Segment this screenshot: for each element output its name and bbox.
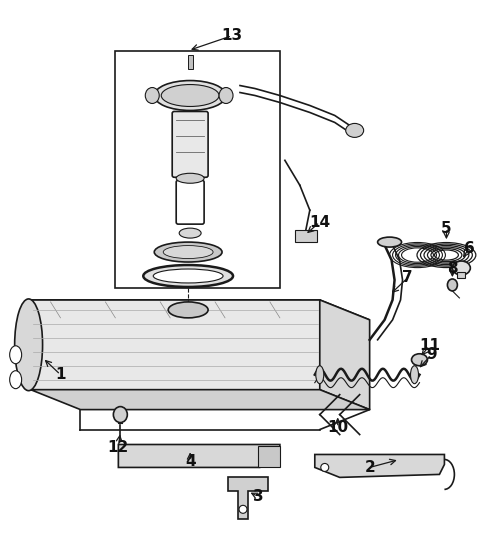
Ellipse shape: [452, 261, 469, 275]
Bar: [188, 55, 193, 68]
Text: 2: 2: [363, 460, 374, 475]
Polygon shape: [30, 300, 369, 320]
Ellipse shape: [409, 366, 418, 384]
Ellipse shape: [446, 279, 456, 291]
Ellipse shape: [345, 123, 363, 137]
Polygon shape: [118, 445, 279, 468]
Ellipse shape: [161, 85, 219, 106]
Ellipse shape: [153, 269, 223, 283]
Polygon shape: [227, 477, 267, 519]
Text: 1: 1: [55, 367, 66, 382]
Ellipse shape: [113, 407, 127, 422]
Ellipse shape: [10, 346, 22, 364]
Ellipse shape: [377, 237, 401, 247]
Text: 4: 4: [184, 454, 195, 469]
Ellipse shape: [315, 366, 323, 384]
Bar: [294, 230, 316, 242]
FancyBboxPatch shape: [176, 180, 204, 224]
Circle shape: [239, 506, 246, 513]
Text: 14: 14: [309, 214, 330, 230]
Bar: [456, 272, 465, 278]
Text: 10: 10: [327, 420, 348, 435]
Text: 6: 6: [463, 241, 474, 256]
Text: 9: 9: [425, 348, 436, 362]
Ellipse shape: [154, 242, 222, 262]
Ellipse shape: [154, 80, 226, 110]
FancyBboxPatch shape: [172, 111, 208, 177]
Polygon shape: [30, 390, 369, 409]
Ellipse shape: [168, 302, 208, 318]
Ellipse shape: [163, 245, 212, 258]
Ellipse shape: [176, 173, 204, 183]
Text: 12: 12: [107, 440, 129, 455]
Polygon shape: [30, 300, 319, 390]
Circle shape: [320, 463, 328, 471]
Ellipse shape: [10, 371, 22, 389]
Bar: [257, 445, 279, 468]
Text: 13: 13: [221, 28, 242, 43]
Ellipse shape: [219, 87, 232, 104]
Ellipse shape: [15, 299, 43, 390]
Ellipse shape: [179, 228, 201, 238]
Text: 8: 8: [446, 261, 457, 275]
Text: 11: 11: [418, 338, 439, 353]
Ellipse shape: [143, 265, 232, 287]
Ellipse shape: [145, 87, 159, 104]
Text: 7: 7: [401, 270, 412, 286]
Bar: [115, 50, 279, 288]
Text: 3: 3: [252, 489, 263, 504]
Ellipse shape: [410, 353, 426, 366]
Text: 5: 5: [440, 220, 451, 236]
Polygon shape: [319, 300, 369, 409]
Polygon shape: [314, 454, 443, 477]
